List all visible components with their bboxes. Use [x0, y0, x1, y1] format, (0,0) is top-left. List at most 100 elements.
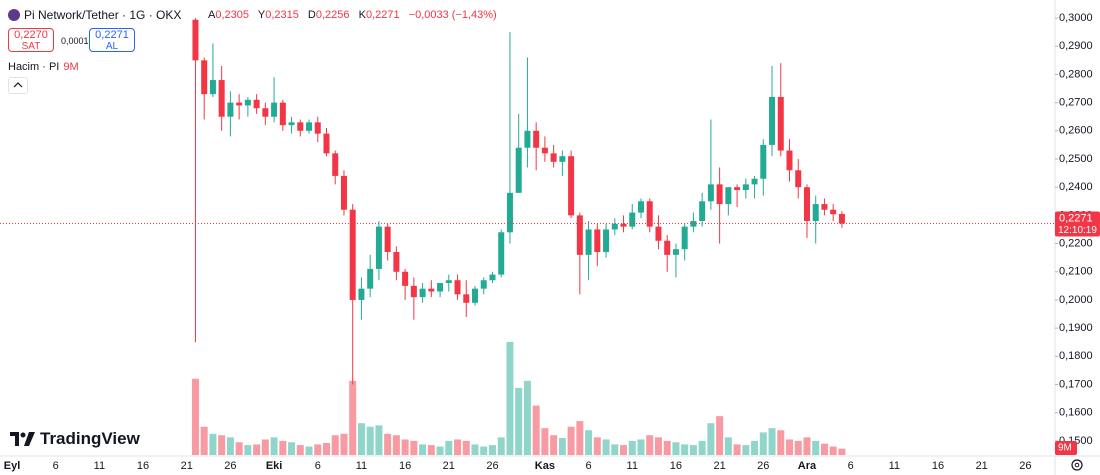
volume-bar	[759, 432, 767, 455]
symbol-title: Pi Network/Tether · 1G · OKX	[8, 8, 181, 22]
settings-icon[interactable]	[1071, 459, 1083, 471]
volume-bar	[427, 445, 435, 455]
candle-body	[725, 187, 732, 205]
volume-bar	[288, 442, 296, 455]
candle-body	[594, 229, 601, 253]
y-tick-label: 0,3000	[1059, 12, 1093, 24]
candle-body	[454, 280, 461, 295]
x-tick-label: 16	[670, 460, 682, 472]
candle-body	[777, 96, 784, 151]
volume-bar	[803, 437, 811, 455]
volume-bar	[515, 387, 523, 455]
buy-button[interactable]: 0,2271 AL	[89, 28, 135, 52]
candle-body	[681, 226, 688, 250]
y-tick-label: 0,2200	[1059, 237, 1093, 249]
volume-bar	[253, 444, 261, 455]
volume-bar	[375, 425, 383, 455]
candle-body	[637, 201, 644, 213]
volume-bar	[392, 435, 400, 455]
collapse-button[interactable]	[8, 77, 28, 94]
tradingview-logo[interactable]: TradingView	[10, 429, 140, 449]
candle-body	[306, 122, 313, 131]
candle-body	[611, 223, 618, 230]
volume-bar	[689, 445, 697, 455]
candle-body	[332, 153, 339, 176]
volume-bar	[716, 416, 724, 455]
candle-body	[340, 175, 347, 210]
candle-body	[672, 249, 679, 255]
candle-body	[568, 156, 575, 216]
ohlc-legend: A0,2305 Y0,2315 D0,2256 K0,2271 −0,0033 …	[208, 9, 503, 21]
candle-body	[349, 209, 356, 300]
symbol-icon	[8, 9, 20, 21]
candle-body	[498, 232, 505, 275]
volume-bar	[786, 439, 794, 455]
candle-body	[271, 102, 278, 117]
x-tick-label: 26	[224, 460, 236, 472]
candle-body	[812, 204, 819, 222]
candle-body	[533, 130, 540, 148]
candle-body	[437, 283, 444, 292]
volume-bar	[812, 440, 820, 455]
y-tick-label: 0,1800	[1059, 350, 1093, 362]
x-tick-label: 11	[627, 460, 638, 472]
volume-bar	[523, 380, 531, 455]
candle-body	[786, 150, 793, 171]
y-tick-label: 0,2500	[1059, 153, 1093, 165]
volume-bar	[794, 440, 802, 455]
volume-bar	[672, 442, 680, 455]
volume-title: Hacim · PI	[8, 61, 60, 73]
volume-bar	[366, 426, 374, 455]
volume-bar	[506, 342, 514, 455]
volume-bar	[541, 428, 549, 455]
candle-body	[707, 184, 714, 202]
volume-bar	[654, 437, 662, 455]
candle-body	[585, 229, 592, 255]
candle-body	[559, 156, 566, 162]
volume-bar	[454, 439, 462, 455]
volume-value: 9M	[63, 61, 79, 73]
change: −0,0033 (−1,43%)	[408, 9, 497, 21]
candle-body	[716, 184, 723, 205]
candle-body	[209, 80, 216, 95]
x-tick-label: 6	[315, 460, 321, 472]
candle-body	[428, 288, 435, 292]
y-tick-label: 0,2800	[1059, 68, 1093, 80]
volume-bar	[488, 445, 496, 455]
x-tick-label: 16	[137, 460, 149, 472]
x-tick-label: 26	[486, 460, 498, 472]
spread: 0,0001	[61, 36, 89, 46]
last-price-label: 0,2271	[1059, 212, 1093, 224]
candle-body	[489, 274, 496, 281]
candle-body	[830, 209, 837, 215]
candle-body	[734, 187, 741, 191]
sell-button[interactable]: 0,2270 SAT	[8, 28, 54, 52]
x-tick-label: 6	[53, 460, 59, 472]
candle-body	[480, 280, 487, 289]
candle-body	[795, 170, 802, 188]
x-tick-label: Eki	[266, 460, 283, 472]
candle-body	[603, 229, 610, 253]
sell-label: SAT	[21, 41, 41, 52]
ohlc-value: 0,2315	[265, 9, 299, 21]
candle-body	[838, 213, 845, 224]
volume-bar	[777, 430, 785, 455]
candle-body	[218, 80, 225, 117]
volume-bar	[646, 435, 654, 455]
x-tick-label: 16	[399, 460, 411, 472]
candle-body	[288, 122, 295, 126]
volume-bar	[218, 435, 226, 455]
chevron	[13, 82, 23, 88]
sell-price: 0,2270	[14, 29, 48, 41]
x-tick-label: 21	[443, 460, 455, 472]
candle-body	[201, 60, 208, 95]
y-tick-label: 0,1700	[1059, 378, 1093, 390]
x-tick-label: 21	[713, 460, 725, 472]
volume-bar	[637, 439, 645, 455]
x-tick-label: Kas	[535, 460, 555, 472]
volume-bar	[829, 446, 837, 455]
volume-bar	[733, 444, 741, 455]
last-price-tag	[1055, 211, 1100, 237]
